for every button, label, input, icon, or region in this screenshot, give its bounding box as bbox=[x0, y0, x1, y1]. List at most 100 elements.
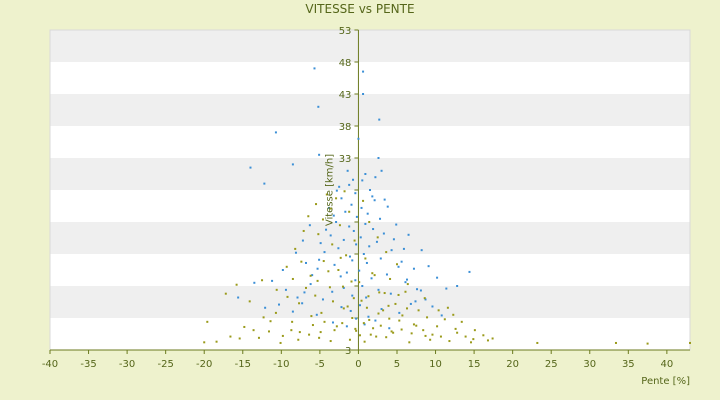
data-point-blue bbox=[339, 275, 342, 278]
data-point-blue bbox=[388, 327, 391, 330]
data-point-blue bbox=[317, 105, 320, 108]
data-point-olive bbox=[429, 338, 432, 341]
data-point-blue bbox=[379, 217, 382, 220]
data-point-blue bbox=[291, 310, 294, 313]
data-point-olive bbox=[410, 332, 413, 335]
data-point-blue bbox=[402, 247, 405, 250]
data-point-olive bbox=[358, 281, 361, 284]
data-point-blue bbox=[383, 198, 386, 201]
data-point-blue bbox=[365, 296, 368, 299]
data-point-olive bbox=[345, 254, 348, 257]
data-point-olive bbox=[400, 328, 403, 331]
plot-band bbox=[50, 190, 690, 222]
data-point-blue bbox=[392, 238, 395, 241]
data-point-olive bbox=[437, 309, 440, 312]
data-point-olive bbox=[646, 342, 649, 345]
data-point-olive bbox=[269, 320, 272, 323]
data-point-olive bbox=[328, 286, 331, 289]
x-tick-label: 40 bbox=[661, 359, 674, 370]
data-point-olive bbox=[452, 313, 455, 316]
data-point-blue bbox=[456, 285, 459, 287]
data-point-olive bbox=[406, 283, 409, 286]
data-point-olive bbox=[406, 307, 409, 310]
data-point-olive bbox=[252, 329, 255, 332]
data-point-olive bbox=[291, 320, 294, 323]
data-point-blue bbox=[416, 288, 419, 291]
x-tick-label: 35 bbox=[622, 359, 635, 370]
data-point-olive bbox=[302, 229, 305, 232]
data-point-olive bbox=[315, 203, 318, 206]
data-point-olive bbox=[394, 302, 397, 305]
data-point-blue bbox=[308, 224, 311, 227]
data-point-blue bbox=[377, 288, 380, 291]
data-point-blue bbox=[380, 308, 383, 311]
data-point-blue bbox=[364, 173, 367, 175]
x-tick-label: -35 bbox=[80, 359, 96, 370]
x-tick-label: 20 bbox=[506, 359, 519, 370]
y-tick-label: 38 bbox=[339, 122, 352, 133]
data-point-olive bbox=[375, 335, 378, 338]
data-point-olive bbox=[383, 292, 386, 295]
data-point-blue bbox=[281, 269, 284, 271]
x-tick-label: 15 bbox=[468, 359, 481, 370]
data-point-blue bbox=[364, 222, 367, 225]
data-point-olive bbox=[316, 279, 319, 282]
data-point-olive bbox=[325, 193, 328, 196]
data-point-olive bbox=[388, 317, 391, 320]
data-point-blue bbox=[440, 314, 443, 317]
data-point-olive bbox=[354, 327, 357, 330]
data-point-olive bbox=[401, 314, 404, 317]
data-point-blue bbox=[369, 189, 371, 191]
data-point-blue bbox=[362, 93, 365, 95]
data-point-olive bbox=[298, 331, 301, 334]
data-point-olive bbox=[382, 309, 385, 312]
data-point-olive bbox=[417, 309, 420, 312]
data-point-blue bbox=[414, 300, 417, 303]
data-point-olive bbox=[360, 299, 363, 302]
data-point-blue bbox=[305, 261, 307, 264]
data-point-blue bbox=[344, 210, 347, 213]
y-tick-label: 3 bbox=[345, 346, 351, 357]
data-point-olive bbox=[363, 340, 366, 343]
data-point-blue bbox=[424, 298, 427, 301]
data-point-blue bbox=[374, 319, 377, 322]
x-tick-label: 10 bbox=[429, 359, 442, 370]
data-point-blue bbox=[345, 325, 348, 328]
data-point-blue bbox=[319, 242, 322, 245]
data-point-olive bbox=[206, 320, 209, 323]
data-point-olive bbox=[290, 329, 293, 332]
data-point-blue bbox=[350, 203, 353, 206]
data-point-olive bbox=[362, 199, 365, 202]
data-point-olive bbox=[379, 324, 382, 327]
data-point-olive bbox=[470, 341, 473, 344]
data-point-olive bbox=[454, 327, 457, 330]
data-point-blue bbox=[354, 192, 357, 195]
data-point-blue bbox=[348, 183, 351, 186]
data-point-blue bbox=[301, 302, 304, 305]
data-point-blue bbox=[316, 267, 319, 270]
data-point-olive bbox=[235, 283, 238, 286]
data-point-blue bbox=[398, 311, 401, 314]
data-point-olive bbox=[376, 236, 379, 239]
data-point-blue bbox=[321, 298, 324, 301]
data-point-olive bbox=[352, 297, 355, 300]
y-axis-title: Vitesse [km/h] bbox=[324, 154, 335, 226]
data-point-blue bbox=[361, 285, 364, 287]
data-point-olive bbox=[339, 256, 342, 259]
data-point-olive bbox=[322, 260, 325, 263]
data-point-blue bbox=[404, 281, 407, 284]
x-tick-label: -10 bbox=[273, 359, 289, 370]
data-point-olive bbox=[309, 274, 312, 277]
data-point-blue bbox=[380, 169, 383, 172]
data-point-olive bbox=[378, 291, 381, 294]
data-point-olive bbox=[238, 337, 241, 340]
data-point-blue bbox=[332, 214, 335, 217]
data-point-blue bbox=[373, 199, 376, 202]
data-point-blue bbox=[318, 258, 321, 261]
data-point-blue bbox=[274, 131, 277, 134]
y-tick-label: 33 bbox=[339, 154, 352, 165]
data-point-blue bbox=[294, 251, 297, 254]
data-point-blue bbox=[333, 263, 336, 266]
data-point-olive bbox=[412, 323, 415, 326]
